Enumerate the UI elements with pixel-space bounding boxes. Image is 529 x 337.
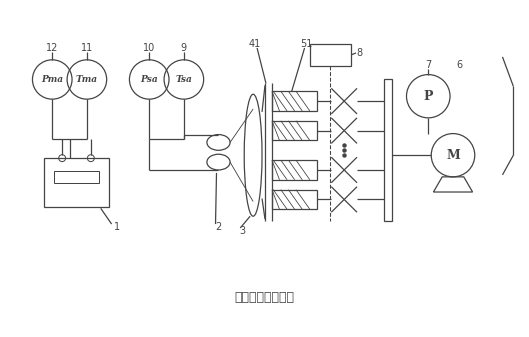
Text: 2: 2 bbox=[215, 222, 222, 232]
Text: 1: 1 bbox=[114, 222, 120, 232]
Text: 9: 9 bbox=[181, 43, 187, 53]
Bar bbox=[272, 121, 317, 141]
Text: 7: 7 bbox=[425, 60, 431, 70]
Text: Tma: Tma bbox=[76, 75, 98, 84]
Bar bbox=[309, 44, 351, 66]
Text: 11: 11 bbox=[81, 43, 93, 53]
Text: 8: 8 bbox=[356, 48, 362, 58]
Text: 10: 10 bbox=[143, 43, 156, 53]
Bar bbox=[384, 80, 391, 221]
Text: 51: 51 bbox=[300, 39, 313, 49]
Text: Tsa: Tsa bbox=[176, 75, 193, 84]
Bar bbox=[272, 190, 317, 209]
Text: M: M bbox=[446, 149, 460, 162]
Text: 本发明连接示意图: 本发明连接示意图 bbox=[234, 291, 294, 304]
Bar bbox=[54, 171, 99, 183]
Text: 41: 41 bbox=[249, 39, 261, 49]
Text: Pma: Pma bbox=[41, 75, 63, 84]
Text: Psa: Psa bbox=[140, 75, 158, 84]
Text: P: P bbox=[424, 90, 433, 103]
Bar bbox=[44, 158, 108, 207]
Bar bbox=[272, 160, 317, 180]
Text: 12: 12 bbox=[46, 43, 58, 53]
Text: 6: 6 bbox=[457, 60, 463, 70]
Text: 3: 3 bbox=[239, 226, 245, 236]
Bar bbox=[272, 91, 317, 111]
